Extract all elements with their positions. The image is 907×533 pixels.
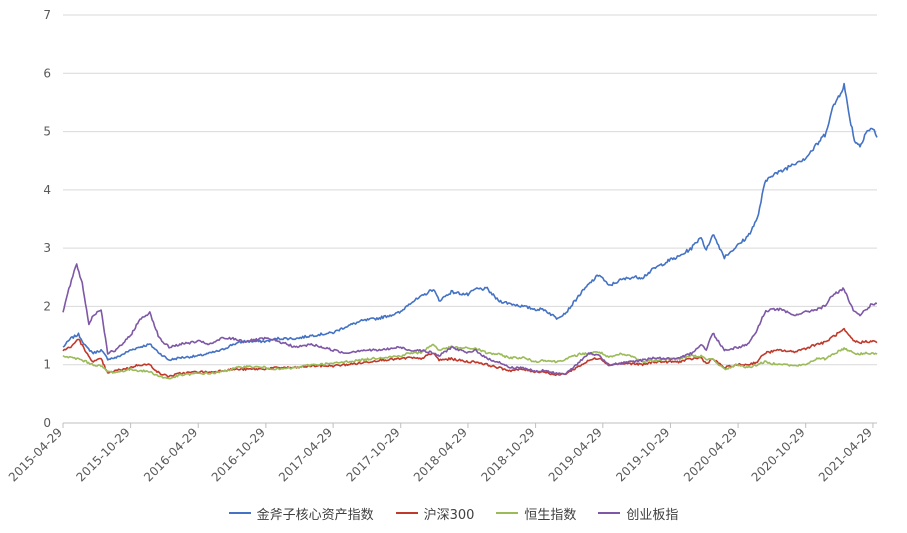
series-line (62, 82, 878, 362)
legend-label: 沪深300 (423, 507, 475, 523)
x-tick-label: 2020-10-29 (749, 425, 808, 484)
y-tick-label: 6 (43, 66, 51, 80)
series-line (62, 343, 878, 380)
y-tick-label: 3 (43, 241, 51, 255)
legend-swatch (496, 512, 519, 514)
legend-item: 金斧子核心资产指数 (228, 504, 374, 523)
x-tick-label: 2015-04-29 (6, 425, 65, 484)
x-tick-label: 2017-04-29 (276, 425, 335, 484)
x-tick-label: 2018-10-29 (478, 425, 537, 484)
x-tick-label: 2016-04-29 (141, 425, 200, 484)
x-tick-label: 2017-10-29 (344, 425, 403, 484)
y-gridlines (63, 14, 877, 424)
x-axis-ticks: 2015-04-29 2015-10-29 2016-04-29 2016-10-29… (6, 423, 875, 484)
x-tick-label: 2015-10-29 (74, 425, 133, 484)
legend-swatch (228, 512, 251, 514)
legend: 金斧子核心资产指数 沪深300 恒生指数 创业板指 (0, 500, 907, 526)
y-axis-ticks: 0 1 2 3 4 5 6 7 (43, 8, 51, 430)
x-tick-label: 2019-04-29 (546, 425, 605, 484)
legend-label: 金斧子核心资产指数 (256, 507, 374, 523)
legend-label: 创业板指 (626, 507, 679, 523)
legend-item: 恒生指数 (496, 504, 576, 523)
y-tick-label: 7 (43, 8, 51, 22)
x-tick-label: 2020-04-29 (681, 425, 740, 484)
legend-label: 恒生指数 (524, 507, 577, 523)
legend-item: 沪深300 (395, 504, 475, 523)
y-tick-label: 4 (43, 183, 51, 197)
legend-item: 创业板指 (598, 504, 678, 523)
series-line (62, 263, 878, 376)
legend-swatch (598, 512, 621, 514)
x-tick-label: 2016-10-29 (209, 425, 268, 484)
series-line (62, 327, 878, 378)
series-lines (62, 82, 878, 380)
x-tick-label: 2021-04-29 (816, 425, 875, 484)
y-tick-label: 5 (43, 125, 51, 139)
x-tick-label: 2018-04-29 (411, 425, 470, 484)
x-tick-label: 2019-10-29 (613, 425, 672, 484)
y-tick-label: 1 (43, 358, 51, 372)
legend-swatch (395, 512, 418, 514)
y-tick-label: 0 (43, 416, 51, 430)
y-tick-label: 2 (43, 299, 51, 313)
